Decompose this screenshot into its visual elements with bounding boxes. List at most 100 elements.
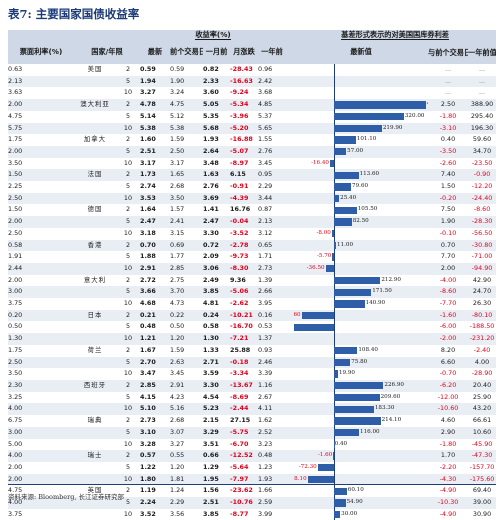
month-cell: 1.29 [203, 462, 230, 474]
spacer-cell [286, 497, 294, 509]
spacer-cell [286, 275, 294, 287]
coupon-cell: 2.44 [8, 263, 74, 275]
mchg-cell: -3.34 [230, 368, 258, 380]
tenor-cell: 5 [116, 321, 140, 333]
spread-bar-label: -1.60 [318, 450, 332, 462]
prev-cell: 2.41 [170, 216, 203, 228]
coupon-cell: 4.75 [8, 111, 74, 123]
prev-cell: 0.55 [170, 450, 203, 462]
month-cell: 4.81 [203, 298, 230, 310]
year-cell: 1.55 [258, 134, 286, 146]
month-cell: 0.66 [203, 450, 230, 462]
spread-bar-label: 116.00 [360, 427, 380, 439]
col-year-ago: 一年前 [258, 40, 286, 64]
country-cell [74, 216, 116, 228]
table-row: 0.20日本20.210.220.24-10.210.16-145.60-1.6… [8, 310, 496, 322]
spread-bar-label: 108.40 [358, 345, 378, 357]
spacer-cell [286, 439, 294, 451]
spacer-cell [286, 76, 294, 88]
latest-cell: 1.73 [140, 169, 170, 181]
prev-cell: 3.56 [170, 509, 203, 520]
month-cell: 5.23 [203, 403, 230, 415]
prev-cell: 1.65 [170, 169, 203, 181]
coupon-cell: 5.75 [8, 123, 74, 135]
coupon-cell: 3.00 [8, 286, 74, 298]
spread-bar-cell: 320.00 [294, 111, 428, 123]
latest-cell: 2.73 [140, 415, 170, 427]
spacer-cell [286, 158, 294, 170]
spacer-cell [286, 251, 294, 263]
spread-bar-label: 19.90 [339, 368, 355, 380]
spread-bar-cell: 113.60 [294, 169, 428, 181]
country-cell: 加拿大 [74, 134, 116, 146]
coupon-cell: 2.50 [8, 228, 74, 240]
tenor-cell: 2 [116, 240, 140, 252]
coupon-cell: 2.00 [8, 216, 74, 228]
tenor-cell: 5 [116, 216, 140, 228]
spread-year-cell: -24.40 [468, 193, 496, 205]
spread-bar [334, 394, 380, 401]
coupon-cell: 2.00 [8, 275, 74, 287]
bar-zero-axis [334, 333, 335, 345]
year-cell: 4.85 [258, 99, 286, 111]
spread-bar-cell: 219.90 [294, 123, 428, 135]
source-note: 资料来源: Bloomberg, 长江证券研究部 [8, 491, 124, 501]
spread-bar-cell: 214.10 [294, 415, 428, 427]
vs-prev-cell: -10.60 [428, 403, 468, 415]
vs-prev-cell: ... [428, 87, 468, 99]
country-cell [74, 357, 116, 369]
bar-zero-axis [334, 228, 335, 240]
spread-bar-label: 320.00 [405, 111, 425, 123]
coupon-cell: 5.00 [8, 439, 74, 451]
vs-prev-cell: -4.00 [428, 275, 468, 287]
month-cell: 0.24 [203, 310, 230, 322]
vs-prev-cell: -6.20 [428, 380, 468, 392]
mchg-cell: -8.97 [230, 158, 258, 170]
year-cell: 2.59 [258, 497, 286, 509]
bond-yield-table: 收益率(%) 基差形式表示的对美国国库券利差 票面利率(%) 国家/年限 最新 … [8, 30, 496, 520]
latest-cell: 0.59 [140, 64, 170, 76]
bar-zero-axis [334, 263, 335, 275]
month-cell: 2.15 [203, 415, 230, 427]
spread-bar-label: 212.90 [381, 275, 401, 287]
latest-cell: 3.27 [140, 87, 170, 99]
tenor-cell: 10 [116, 439, 140, 451]
spread-bar [334, 183, 351, 190]
vs-prev-cell: -3.10 [428, 123, 468, 135]
country-cell [74, 321, 116, 333]
prev-cell: 1.59 [170, 345, 203, 357]
spread-bar-cell: 105.50 [294, 204, 428, 216]
bar-zero-axis [334, 64, 335, 76]
country-cell [74, 462, 116, 474]
prev-cell: 3.07 [170, 427, 203, 439]
spacer-cell [286, 99, 294, 111]
prev-cell: 2.75 [170, 275, 203, 287]
country-cell: 美国 [74, 64, 116, 76]
spacer-cell [286, 169, 294, 181]
coupon-cell: 3.50 [8, 368, 74, 380]
month-cell: 2.09 [203, 251, 230, 263]
vs-prev-cell: 0.70 [428, 240, 468, 252]
mchg-cell: -9.24 [230, 87, 258, 99]
coupon-cell: 4.00 [8, 450, 74, 462]
tenor-cell: 5 [116, 427, 140, 439]
spread-bar-cell: -1.60 [294, 450, 428, 462]
clipped-top-text: ~ ~ ~ ~ ~ ~ ~ ~ ~ ~ ~ ~ ~ ~ ~ ~ ~ ~ ~ ~ … [8, 0, 308, 4]
coupon-cell: 2.00 [8, 99, 74, 111]
spread-bar-cell: 0.40 [294, 439, 428, 451]
spread-year-cell: 66.61 [468, 415, 496, 427]
vs-prev-cell: 7.50 [428, 204, 468, 216]
month-cell: 5.35 [203, 111, 230, 123]
mchg-cell: -5.07 [230, 146, 258, 158]
mchg-cell: -5.64 [230, 462, 258, 474]
col-country-tenor: 国家/年限 [74, 40, 140, 64]
vs-prev-cell: 4.60 [428, 415, 468, 427]
